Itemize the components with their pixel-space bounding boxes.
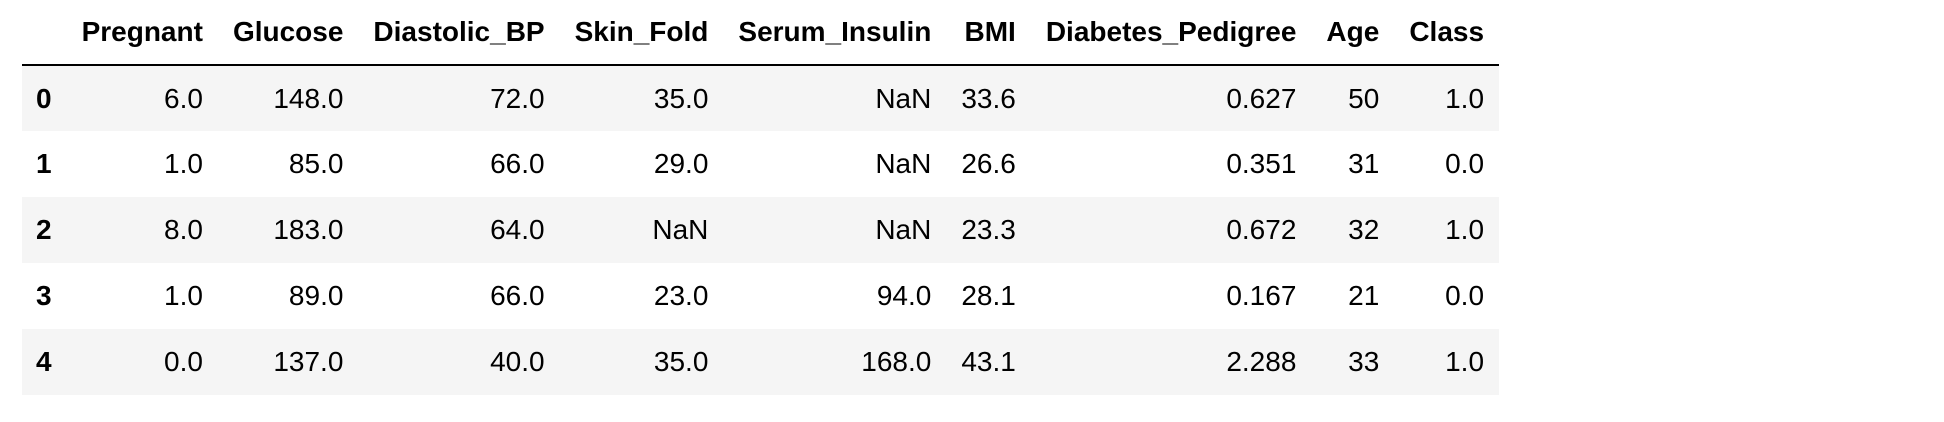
table-cell: 33 <box>1348 346 1380 377</box>
table-cell: NaN <box>652 214 709 245</box>
table-cell: 35.0 <box>653 82 709 114</box>
row-index: 4 <box>36 346 52 377</box>
table-cell: 43.1 <box>961 346 1016 377</box>
column-header-serum-insulin: Serum_Insulin <box>723 0 947 66</box>
table-cell: 0.0 <box>1445 148 1485 179</box>
row-index: 2 <box>36 214 52 245</box>
column-header-class: Class <box>1394 0 1500 66</box>
table-cell: 0.627 <box>1226 82 1297 114</box>
table-cell: 89.0 <box>288 280 344 311</box>
table-cell: 8.0 <box>164 214 203 245</box>
table-cell: 31 <box>1348 148 1380 179</box>
table-row: 0 6.0 148.0 72.0 35.0 NaN 33.6 0.627 50 … <box>22 65 1500 131</box>
column-header-glucose: Glucose <box>217 0 359 66</box>
table-cell: 148.0 <box>273 82 344 114</box>
table-cell: 183.0 <box>273 214 344 245</box>
table-cell: 2.288 <box>1226 346 1297 377</box>
table-cell: 21 <box>1348 280 1380 311</box>
table-cell: 6.0 <box>164 82 203 114</box>
table-cell: 64.0 <box>490 214 545 245</box>
table-cell: 72.0 <box>490 82 545 114</box>
table-cell: 0.0 <box>164 346 203 377</box>
table-cell: 26.6 <box>961 148 1016 179</box>
table-cell: 1.0 <box>164 148 203 179</box>
row-index: 1 <box>36 148 52 179</box>
table-cell: 40.0 <box>490 346 545 377</box>
table-cell: 168.0 <box>861 346 932 377</box>
column-header-diabetes-pedigree: Diabetes_Pedigree <box>1030 0 1312 66</box>
table-cell: 85.0 <box>288 148 344 179</box>
table-cell: 66.0 <box>490 280 545 311</box>
index-header <box>22 0 67 66</box>
table-cell: 28.1 <box>961 280 1016 311</box>
row-index: 3 <box>36 280 52 311</box>
table-cell: 23.3 <box>961 214 1016 245</box>
table-row: 4 0.0 137.0 40.0 35.0 168.0 43.1 2.288 3… <box>22 329 1500 395</box>
table-header: Pregnant Glucose Diastolic_BP Skin_Fold … <box>22 0 1500 66</box>
table-cell: 137.0 <box>273 346 344 377</box>
table-cell: 50 <box>1348 82 1380 114</box>
table-cell: 35.0 <box>653 346 709 377</box>
column-header-bmi: BMI <box>946 0 1031 66</box>
table-cell: 0.0 <box>1445 280 1485 311</box>
table-cell: NaN <box>875 148 932 179</box>
table-row: 2 8.0 183.0 64.0 NaN NaN 23.3 0.672 32 1… <box>22 197 1500 263</box>
table-row: 1 1.0 85.0 66.0 29.0 NaN 26.6 0.351 31 0… <box>22 131 1500 197</box>
table-cell: 32 <box>1348 214 1380 245</box>
column-header-skin-fold: Skin_Fold <box>559 0 724 66</box>
column-header-diastolic-bp: Diastolic_BP <box>358 0 560 66</box>
table-cell: 23.0 <box>653 280 709 311</box>
table-body: 0 6.0 148.0 72.0 35.0 NaN 33.6 0.627 50 … <box>22 65 1500 395</box>
table-cell: 1.0 <box>1445 346 1485 377</box>
table-cell: NaN <box>875 214 932 245</box>
table-cell: 66.0 <box>490 148 545 179</box>
table-cell: 0.167 <box>1226 280 1297 311</box>
table-cell: 1.0 <box>164 280 203 311</box>
dataframe-table: Pregnant Glucose Diastolic_BP Skin_Fold … <box>22 0 1500 395</box>
row-index: 0 <box>36 82 52 114</box>
column-header-pregnant: Pregnant <box>66 0 218 66</box>
table-cell: 29.0 <box>653 148 709 179</box>
table-row: 3 1.0 89.0 66.0 23.0 94.0 28.1 0.167 21 … <box>22 263 1500 329</box>
table-cell: 0.351 <box>1226 148 1297 179</box>
table-cell: 1.0 <box>1445 214 1485 245</box>
table-cell: 0.672 <box>1226 214 1297 245</box>
table-cell: 94.0 <box>876 280 932 311</box>
header-row: Pregnant Glucose Diastolic_BP Skin_Fold … <box>22 0 1500 66</box>
table-cell: 33.6 <box>961 82 1016 114</box>
table-cell: 1.0 <box>1445 82 1485 114</box>
table-cell: NaN <box>875 82 932 114</box>
dataframe-output: Pregnant Glucose Diastolic_BP Skin_Fold … <box>22 0 1500 395</box>
column-header-age: Age <box>1311 0 1395 66</box>
